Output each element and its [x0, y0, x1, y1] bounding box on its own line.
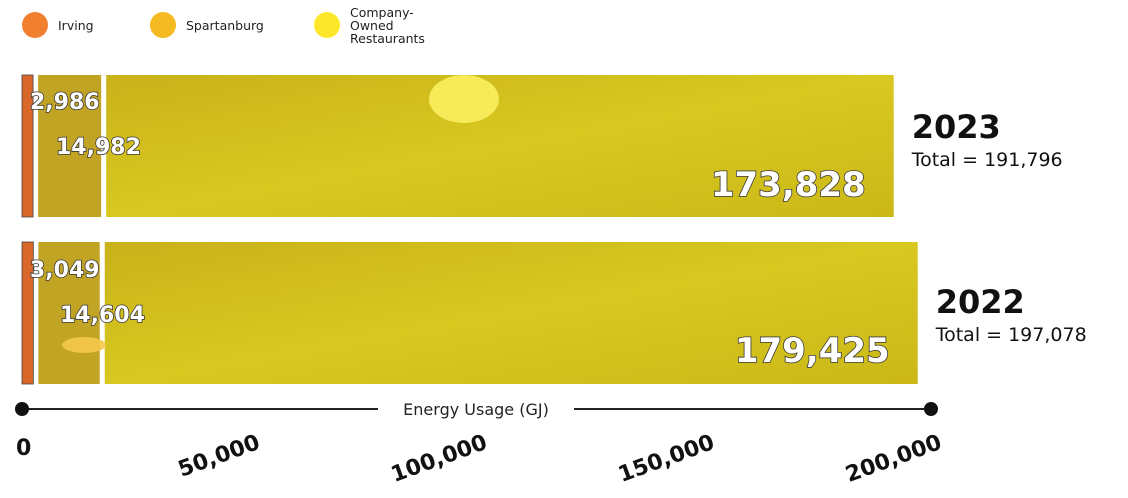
legend-label-spartanburg: Spartanburg: [186, 17, 264, 33]
bar-2023-irving: [21, 74, 34, 218]
legend-swatch-spartanburg: [150, 12, 176, 38]
legend-label-company-owned: Company-Owned Restaurants: [350, 4, 425, 46]
bar-2023-spartanburg: [38, 75, 102, 217]
light-spot-2022: [62, 337, 106, 353]
total-label-2023: Total = 191,796: [911, 149, 1063, 171]
legend-item-spartanburg: Spartanburg: [150, 8, 264, 42]
tick-label-50000: 50,000: [175, 430, 263, 483]
light-spot-2023: [429, 75, 499, 123]
value-label-2023-spartanburg: 14,982: [56, 135, 141, 160]
tick-label-0: 0: [16, 436, 31, 461]
legend-label-irving: Irving: [58, 17, 94, 33]
tick-label-200000: 200,000: [842, 430, 945, 488]
legend-swatch-company-owned: [314, 12, 340, 38]
bar-2023-company-owned-restaurants: [106, 75, 894, 217]
legend-swatch-irving: [22, 12, 48, 38]
tick-label-150000: 150,000: [615, 430, 718, 488]
legend-item-irving: Irving: [22, 8, 94, 42]
value-label-2022-irving: 3,049: [30, 258, 100, 283]
axis-endpoint-end: [924, 402, 938, 416]
year-label-2023: 2023: [912, 108, 1001, 146]
value-label-2022-spartanburg: 14,604: [60, 303, 145, 328]
bar-2022-company-owned-restaurants: [104, 242, 918, 384]
bar-2022-spartanburg: [38, 242, 100, 384]
total-label-2022: Total = 197,078: [935, 324, 1087, 346]
year-label-2022: 2022: [936, 283, 1025, 321]
bar-2022-irving: [21, 241, 34, 385]
legend-item-company-owned: Company-Owned Restaurants: [314, 4, 425, 46]
tick-label-100000: 100,000: [388, 430, 491, 488]
x-axis-label: Energy Usage (GJ): [403, 400, 549, 419]
axis-endpoint-start: [15, 402, 29, 416]
value-label-2022-company-owned: 179,425: [735, 331, 890, 371]
value-label-2023-irving: 2,986: [30, 90, 100, 115]
value-label-2023-company-owned: 173,828: [711, 165, 866, 205]
